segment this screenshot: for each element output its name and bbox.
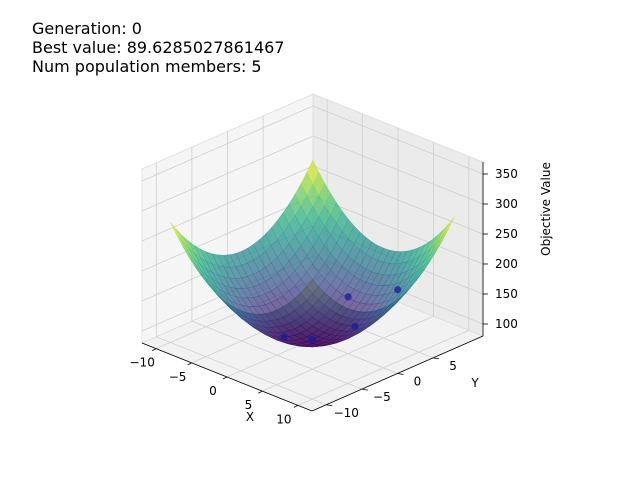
z-grid-side — [141, 165, 314, 242]
z-grid-back — [312, 105, 484, 175]
x-tick-label: 0 — [209, 384, 217, 398]
z-grid-back — [312, 135, 484, 205]
z-grid-side — [141, 195, 314, 272]
z-grid-side — [141, 135, 314, 212]
x-tick-label: −10 — [130, 356, 155, 370]
y-tick-label: −10 — [334, 406, 359, 420]
population-point-5 — [394, 286, 402, 294]
y-axis-label: Y — [470, 376, 479, 390]
axis-ticks: −10 −5 0 5 10 −10 −5 0 5 100 150 200 250 300 350 — [130, 162, 518, 426]
z-tick-label: 250 — [495, 227, 518, 241]
z-tick-label: 300 — [495, 197, 518, 211]
z-axis-label: Objective Value — [539, 162, 553, 256]
x-tick — [293, 404, 299, 408]
info-text: Generation: 0 Best value: 89.62850278614… — [32, 19, 284, 76]
x-tick — [151, 348, 157, 352]
y-grid-floor — [191, 320, 363, 390]
x-tick-label: 5 — [245, 398, 253, 412]
best-value-label: Best value: 89.6285027861467 — [32, 38, 285, 57]
objective-surface — [170, 159, 455, 348]
x-tick — [187, 362, 192, 366]
y-tick — [397, 373, 404, 375]
y-tick-label: 5 — [449, 359, 457, 373]
population-point-4 — [280, 333, 288, 341]
population-point-3 — [351, 322, 359, 331]
generation-label: Generation: 0 — [32, 19, 142, 38]
z-tick-label: 100 — [495, 317, 518, 331]
z-tick-label: 150 — [495, 287, 518, 301]
surface-patch — [306, 159, 320, 185]
x-tick-label: −5 — [169, 370, 187, 384]
population-label: Num population members: 5 — [32, 57, 262, 76]
y-grid-floor — [156, 336, 327, 406]
x-axis-label: X — [246, 410, 254, 424]
population-point-2 — [344, 293, 352, 301]
x-tick-label: 10 — [276, 412, 291, 426]
z-grid-side — [141, 105, 314, 182]
z-grid-back — [312, 165, 484, 235]
population-point-1 — [308, 335, 316, 343]
y-tick — [433, 357, 440, 360]
y-tick — [326, 404, 333, 407]
population-points — [280, 286, 402, 343]
x-tick — [258, 390, 263, 394]
z-grid-back — [312, 195, 484, 265]
z-tick-label: 350 — [495, 167, 518, 181]
y-tick-label: 0 — [414, 375, 422, 389]
x-tick — [222, 376, 228, 380]
z-tick-label: 200 — [495, 257, 518, 271]
y-tick — [361, 388, 368, 391]
y-tick-label: −5 — [373, 390, 391, 404]
